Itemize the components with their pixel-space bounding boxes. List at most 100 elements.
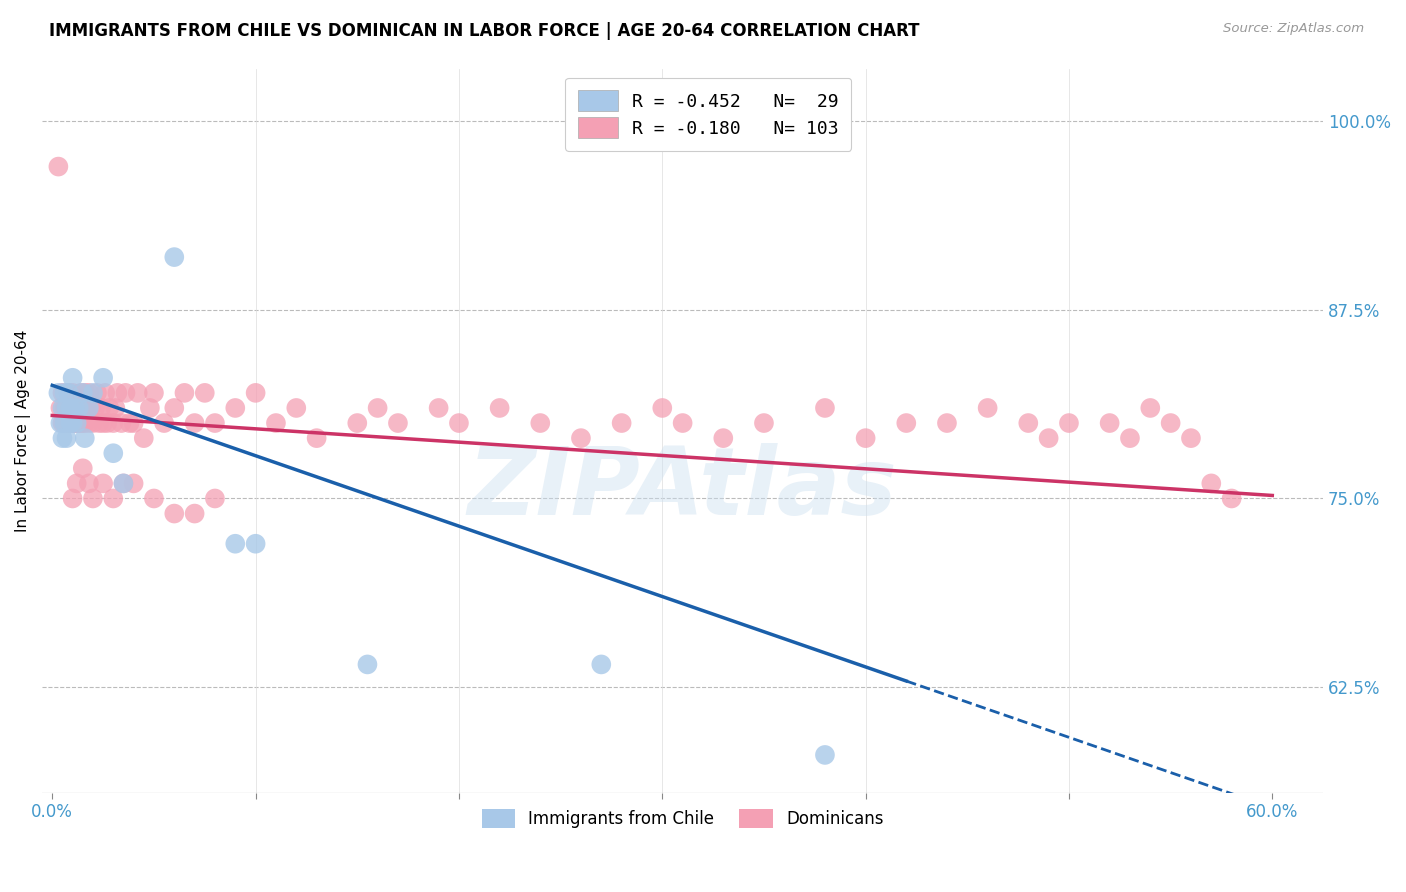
Point [163, 401, 186, 415]
Point [62, 416, 84, 430]
Point [91, 416, 114, 430]
Point [245, 537, 267, 551]
Point [127, 385, 149, 400]
Point [51, 416, 73, 430]
Point [855, 431, 877, 445]
Point [98, 401, 121, 415]
Point [814, 747, 837, 762]
Point [55, 431, 77, 445]
Point [896, 416, 918, 430]
Point [62, 416, 84, 430]
Point [245, 385, 267, 400]
Point [72, 401, 94, 415]
Point [285, 401, 308, 415]
Point [711, 431, 734, 445]
Point [94, 385, 117, 400]
Point [427, 401, 450, 415]
Point [48, 385, 70, 400]
Point [1098, 416, 1121, 430]
Point [96, 416, 118, 430]
Point [610, 416, 633, 430]
Point [153, 416, 176, 430]
Point [1038, 431, 1060, 445]
Point [1119, 431, 1142, 445]
Point [1057, 416, 1080, 430]
Point [936, 416, 959, 430]
Point [224, 401, 246, 415]
Point [569, 431, 592, 445]
Point [1220, 491, 1243, 506]
Point [447, 416, 470, 430]
Point [356, 657, 378, 672]
Point [976, 401, 998, 415]
Point [67, 401, 90, 415]
Point [104, 401, 127, 415]
Point [76, 401, 98, 415]
Y-axis label: In Labor Force | Age 20-64: In Labor Force | Age 20-64 [15, 329, 31, 532]
Point [63, 401, 86, 415]
Point [112, 476, 135, 491]
Point [183, 416, 205, 430]
Point [53, 416, 76, 430]
Point [58, 385, 80, 400]
Point [84, 401, 107, 415]
Point [87, 416, 110, 430]
Point [346, 416, 368, 430]
Point [1160, 416, 1182, 430]
Point [224, 537, 246, 551]
Point [264, 416, 287, 430]
Point [51, 401, 73, 415]
Point [139, 401, 162, 415]
Point [173, 385, 195, 400]
Point [72, 461, 94, 475]
Point [59, 416, 82, 430]
Point [55, 401, 77, 415]
Point [69, 416, 91, 430]
Point [114, 385, 136, 400]
Point [488, 401, 510, 415]
Point [591, 657, 613, 672]
Point [1180, 431, 1202, 445]
Point [204, 416, 226, 430]
Point [53, 385, 76, 400]
Point [651, 401, 673, 415]
Point [73, 416, 96, 430]
Point [67, 416, 90, 430]
Point [59, 401, 82, 415]
Point [77, 401, 100, 415]
Point [112, 476, 135, 491]
Point [73, 385, 96, 400]
Point [53, 416, 76, 430]
Text: ZIPAtlas: ZIPAtlas [468, 442, 897, 534]
Point [67, 401, 90, 415]
Point [752, 416, 775, 430]
Point [51, 385, 73, 400]
Point [110, 416, 132, 430]
Point [80, 401, 103, 415]
Point [63, 401, 86, 415]
Point [49, 401, 72, 415]
Point [105, 385, 128, 400]
Point [86, 385, 108, 400]
Point [103, 491, 125, 506]
Point [1139, 401, 1161, 415]
Point [48, 160, 70, 174]
Point [62, 491, 84, 506]
Point [58, 401, 80, 415]
Point [82, 385, 104, 400]
Point [183, 507, 205, 521]
Point [90, 401, 112, 415]
Point [1201, 476, 1223, 491]
Point [163, 507, 186, 521]
Point [77, 476, 100, 491]
Point [305, 431, 328, 445]
Point [204, 491, 226, 506]
Point [53, 401, 76, 415]
Point [66, 416, 89, 430]
Point [163, 250, 186, 264]
Point [66, 401, 89, 415]
Point [69, 385, 91, 400]
Point [1017, 416, 1039, 430]
Point [72, 416, 94, 430]
Point [62, 416, 84, 430]
